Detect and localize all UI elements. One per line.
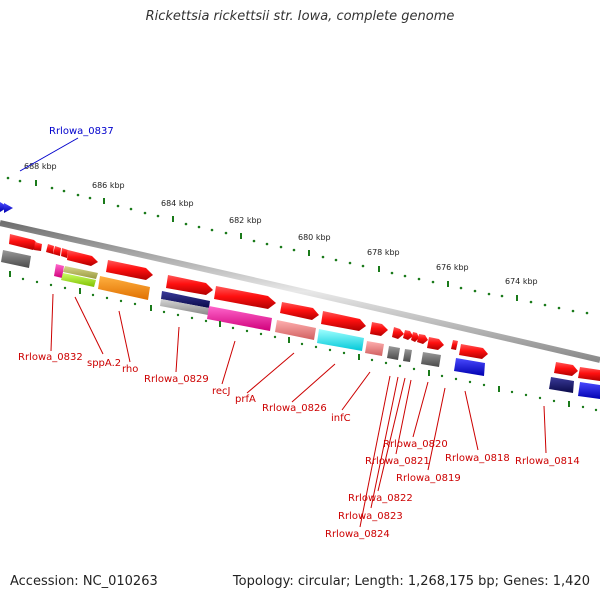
gene-rrlowa-0837-b (4, 203, 13, 213)
label-rrlowa-0820: Rrlowa_0820 (383, 439, 448, 450)
label-rrlowa-0824: Rrlowa_0824 (325, 529, 390, 540)
label-sppa2: sppA.2 (87, 358, 121, 369)
scale-label-688: 688 kbp (24, 162, 57, 171)
label-rrlowa-0823: Rrlowa_0823 (338, 511, 403, 522)
genome-backbone (0, 220, 600, 363)
scale-label-684: 684 kbp (161, 199, 194, 208)
scale-label-686: 686 kbp (92, 181, 125, 190)
label-rrlowa-0837: Rrlowa_0837 (49, 126, 114, 137)
label-connector-0837 (19, 137, 79, 172)
map-title: Rickettsia rickettsii str. Iowa, complet… (145, 9, 455, 24)
scale-label-680: 680 kbp (298, 233, 331, 242)
label-prfa: prfA (235, 394, 256, 405)
accession-text: Accession: NC_010263 (10, 574, 158, 589)
scale-label-682: 682 kbp (229, 216, 262, 225)
label-rrlowa-0819: Rrlowa_0819 (396, 473, 461, 484)
label-connectors (50, 293, 547, 528)
label-infc: infC (331, 413, 351, 424)
label-rho: rho (122, 364, 138, 375)
outer-scale (6, 176, 589, 315)
label-rrlowa-0814: Rrlowa_0814 (515, 456, 580, 467)
scale-label-678: 678 kbp (367, 248, 400, 257)
label-rrlowa-0822: Rrlowa_0822 (348, 493, 413, 504)
label-rrlowa-0832: Rrlowa_0832 (18, 352, 83, 363)
label-rrlowa-0818: Rrlowa_0818 (445, 453, 510, 464)
label-recj: recJ (212, 386, 231, 397)
inner-scale (9, 271, 598, 412)
forward-genes (9, 234, 600, 381)
genome-summary-text: Topology: circular; Length: 1,268,175 bp… (232, 574, 590, 589)
label-rrlowa-0821: Rrlowa_0821 (365, 456, 430, 467)
label-rrlowa-0826: Rrlowa_0826 (262, 403, 327, 414)
label-rrlowa-0829: Rrlowa_0829 (144, 374, 209, 385)
scale-label-674: 674 kbp (505, 277, 538, 286)
feature-genes (1, 250, 600, 399)
scale-label-676: 676 kbp (436, 263, 469, 272)
